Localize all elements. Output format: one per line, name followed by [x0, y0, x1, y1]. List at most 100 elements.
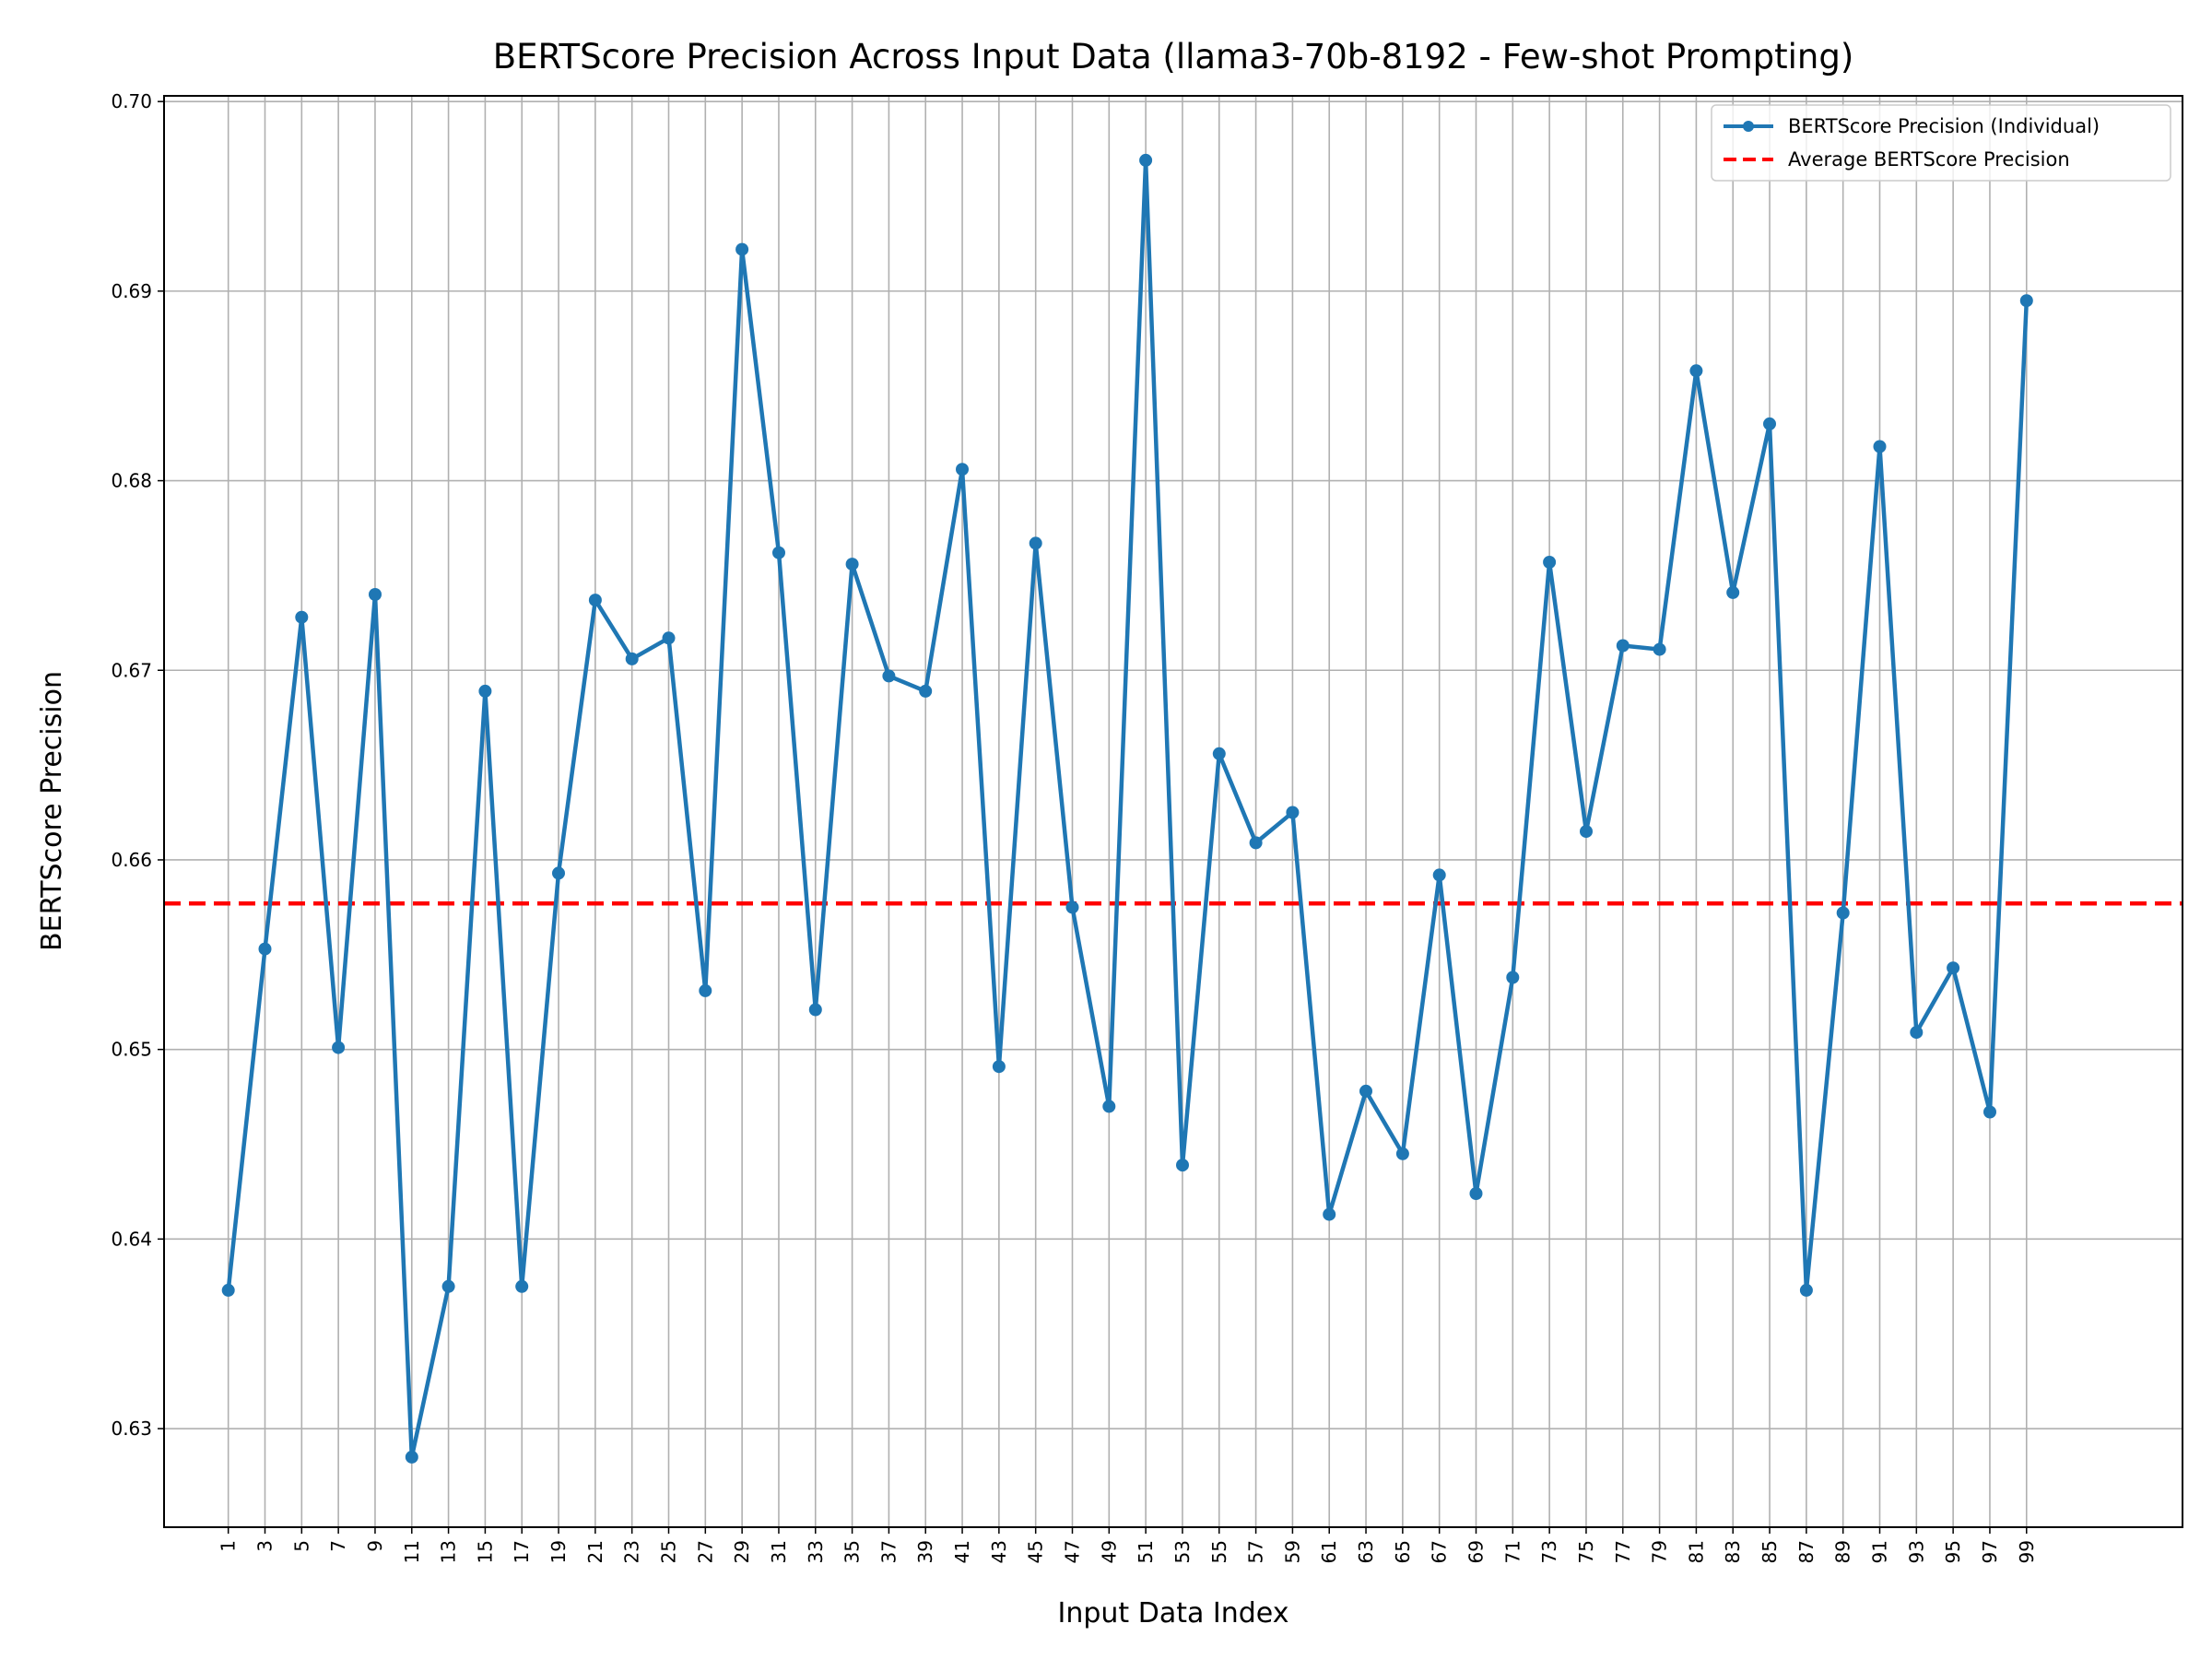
legend-marker-individual [1743, 121, 1754, 132]
x-tick-label: 89 [1832, 1540, 1854, 1563]
data-point-79 [1653, 642, 1666, 656]
x-tick-label: 27 [694, 1540, 716, 1563]
x-tick-label: 33 [805, 1540, 827, 1563]
data-point-55 [1212, 747, 1226, 760]
x-tick-label: 83 [1722, 1540, 1744, 1563]
chart-title: BERTScore Precision Across Input Data (l… [493, 37, 1854, 76]
x-tick-label: 25 [658, 1540, 680, 1563]
x-tick-label: 51 [1135, 1540, 1157, 1563]
y-tick-label: 0.64 [111, 1228, 152, 1250]
x-tick-label: 85 [1759, 1540, 1781, 1563]
x-tick-label: 41 [951, 1540, 973, 1563]
x-tick-label: 75 [1575, 1540, 1597, 1563]
y-axis-label: BERTScore Precision [36, 671, 68, 951]
data-point-39 [919, 684, 933, 698]
data-point-37 [882, 669, 896, 683]
x-tick-label: 9 [364, 1540, 386, 1552]
x-tick-label: 7 [327, 1540, 349, 1552]
data-point-75 [1580, 825, 1593, 839]
x-tick-label: 97 [1979, 1540, 2001, 1563]
x-tick-label: 11 [401, 1540, 423, 1563]
data-point-41 [956, 463, 969, 477]
legend: BERTScore Precision (Individual) Average… [1711, 104, 2171, 182]
x-tick-label: 71 [1501, 1540, 1524, 1563]
data-point-59 [1286, 806, 1300, 819]
data-point-69 [1469, 1187, 1483, 1200]
data-point-29 [735, 242, 749, 256]
data-point-91 [1873, 440, 1887, 453]
x-tick-label: 37 [877, 1540, 900, 1563]
data-point-43 [992, 1060, 1006, 1074]
x-tick-label: 69 [1465, 1540, 1488, 1563]
x-tick-label: 91 [1869, 1540, 1891, 1563]
data-point-73 [1543, 556, 1557, 569]
y-tick-label: 0.69 [111, 280, 152, 302]
x-tick-label: 67 [1429, 1540, 1451, 1563]
data-point-5 [295, 610, 309, 624]
data-point-95 [1947, 961, 1960, 975]
x-tick-label: 87 [1795, 1540, 1818, 1563]
x-axis-ticks: 1 3 5 7 9 11 13 15 17 19 21 23 25 27 29 31 33 35 37 39 41 43 4… [218, 1527, 2038, 1563]
x-tick-label: 53 [1171, 1540, 1194, 1563]
data-point-99 [2019, 294, 2033, 308]
data-point-11 [405, 1450, 418, 1464]
data-point-67 [1432, 868, 1446, 882]
x-tick-label: 31 [768, 1540, 790, 1563]
data-point-27 [699, 983, 712, 997]
x-tick-label: 45 [1025, 1540, 1047, 1563]
data-point-97 [1983, 1105, 1996, 1119]
data-point-9 [369, 588, 382, 601]
precision-series-line [226, 158, 2030, 1460]
y-grid-lines [164, 100, 2183, 1430]
x-tick-label: 65 [1392, 1540, 1414, 1563]
data-point-7 [332, 1041, 346, 1054]
x-tick-label: 15 [474, 1540, 496, 1563]
legend-box [1711, 104, 2171, 182]
data-point-45 [1029, 536, 1042, 550]
x-tick-label: 23 [621, 1540, 643, 1563]
legend-label-individual: BERTScore Precision (Individual) [1788, 115, 2100, 137]
y-tick-label: 0.68 [111, 470, 152, 492]
x-tick-label: 3 [254, 1540, 276, 1552]
x-tick-label: 99 [2016, 1540, 2038, 1563]
data-point-93 [1910, 1026, 1924, 1040]
x-tick-label: 81 [1685, 1540, 1707, 1563]
data-point-85 [1763, 417, 1776, 430]
data-point-83 [1726, 585, 1740, 599]
data-point-21 [588, 594, 602, 607]
data-point-35 [845, 558, 859, 571]
data-point-19 [552, 866, 565, 880]
data-point-49 [1102, 1100, 1116, 1113]
data-point-61 [1323, 1207, 1336, 1221]
data-point-31 [772, 546, 785, 559]
data-point-1 [221, 1283, 235, 1297]
x-tick-label: 79 [1649, 1540, 1671, 1563]
x-tick-label: 77 [1612, 1540, 1634, 1563]
x-tick-label: 93 [1905, 1540, 1927, 1563]
data-point-25 [662, 631, 676, 645]
data-point-87 [1799, 1283, 1813, 1297]
x-axis-label: Input Data Index [1058, 1597, 1289, 1630]
x-tick-label: 1 [218, 1540, 240, 1552]
x-tick-label: 73 [1538, 1540, 1560, 1563]
y-tick-label: 0.63 [111, 1418, 152, 1440]
data-point-53 [1176, 1159, 1189, 1172]
data-point-33 [808, 1003, 822, 1017]
data-point-81 [1689, 364, 1703, 378]
x-tick-label: 63 [1355, 1540, 1377, 1563]
x-tick-label: 5 [290, 1540, 312, 1552]
data-point-47 [1065, 900, 1079, 914]
x-tick-label: 55 [1208, 1540, 1230, 1563]
x-tick-label: 95 [1942, 1540, 1964, 1563]
series-layer [221, 153, 2033, 1464]
data-point-65 [1395, 1147, 1409, 1160]
data-point-71 [1506, 971, 1520, 984]
data-point-13 [441, 1279, 455, 1293]
x-tick-label: 43 [988, 1540, 1010, 1563]
data-point-63 [1359, 1084, 1372, 1098]
x-tick-label: 13 [438, 1540, 460, 1563]
x-tick-label: 47 [1062, 1540, 1084, 1563]
y-tick-label: 0.65 [111, 1039, 152, 1061]
x-tick-label: 21 [584, 1540, 606, 1563]
